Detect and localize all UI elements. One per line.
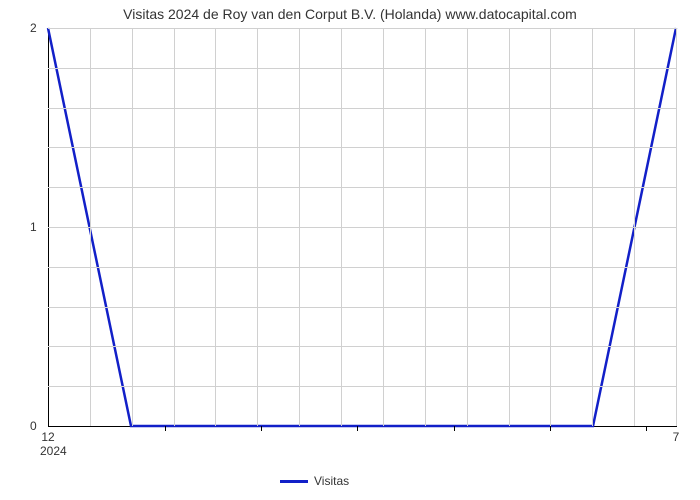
- x-tick-label-right: 7: [673, 430, 680, 444]
- y-tick-label: 1: [30, 220, 37, 234]
- gridline-horizontal-minor: [48, 267, 676, 268]
- gridline-horizontal-minor: [48, 307, 676, 308]
- x-tick-mark: [550, 426, 551, 431]
- x-tick-label-left: 12: [41, 430, 54, 444]
- y-tick-label: 2: [30, 21, 37, 35]
- x-tick-mark: [165, 426, 166, 431]
- gridline-horizontal: [48, 227, 676, 228]
- x-year-label: 2024: [40, 444, 67, 458]
- x-tick-mark: [646, 426, 647, 431]
- x-tick-mark: [357, 426, 358, 431]
- x-tick-mark: [261, 426, 262, 431]
- legend-swatch: [280, 480, 308, 483]
- y-tick-label: 0: [30, 419, 37, 433]
- legend: Visitas: [280, 474, 349, 488]
- gridline-horizontal: [48, 28, 676, 29]
- gridline-horizontal-minor: [48, 386, 676, 387]
- gridline-horizontal-minor: [48, 108, 676, 109]
- gridline-horizontal-minor: [48, 68, 676, 69]
- gridline-horizontal-minor: [48, 346, 676, 347]
- chart-title: Visitas 2024 de Roy van den Corput B.V. …: [0, 6, 700, 22]
- gridline-horizontal-minor: [48, 147, 676, 148]
- chart-container: Visitas 2024 de Roy van den Corput B.V. …: [0, 0, 700, 500]
- gridline-vertical: [676, 28, 677, 426]
- legend-label: Visitas: [314, 474, 349, 488]
- gridline-horizontal-minor: [48, 187, 676, 188]
- x-tick-mark: [454, 426, 455, 431]
